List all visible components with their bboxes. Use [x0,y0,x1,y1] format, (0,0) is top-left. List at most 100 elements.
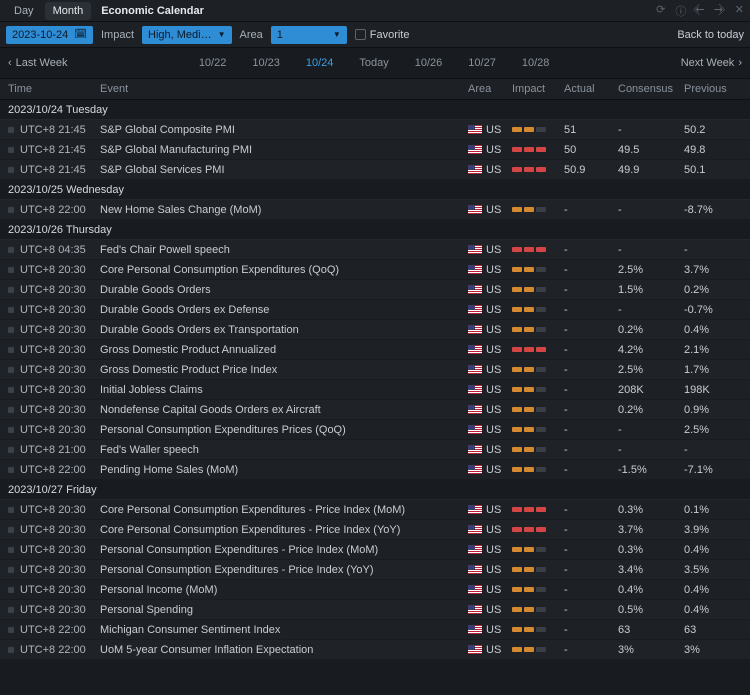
cell-time: UTC+8 20:30 [20,524,86,536]
cell-previous: 0.4% [684,584,742,596]
flag-us-icon [468,265,482,274]
table-row[interactable]: UTC+8 22:00Michigan Consumer Sentiment I… [0,620,750,640]
cell-time: UTC+8 21:45 [20,124,86,136]
cell-event: Core Personal Consumption Expenditures -… [100,524,468,536]
chevron-down-icon: ▼ [333,30,341,39]
row-marker-icon [8,547,14,553]
popout-icon[interactable]: ⇱ [692,2,710,20]
nav-date[interactable]: 10/28 [522,57,550,69]
row-marker-icon [8,647,14,653]
row-marker-icon [8,607,14,613]
row-marker-icon [8,587,14,593]
cell-event: Nondefense Capital Goods Orders ex Aircr… [100,404,468,416]
refresh-icon[interactable]: ⟳ [656,3,665,19]
tab-month[interactable]: Month [45,2,92,20]
row-marker-icon [8,167,14,173]
cell-actual: - [564,204,618,216]
cell-consensus: - [618,424,684,436]
flag-us-icon [468,345,482,354]
date-picker[interactable]: 2023-10-24 🗓 [6,26,93,44]
table-row[interactable]: UTC+8 20:30Personal Consumption Expendit… [0,560,750,580]
cell-area: US [486,364,501,376]
table-row[interactable]: UTC+8 20:30Core Personal Consumption Exp… [0,500,750,520]
table-row[interactable]: UTC+8 20:30Initial Jobless ClaimsUS-208K… [0,380,750,400]
table-row[interactable]: UTC+8 22:00New Home Sales Change (MoM)US… [0,200,750,220]
cell-area: US [486,584,501,596]
info-icon[interactable]: ⓘ [675,3,686,19]
flag-us-icon [468,245,482,254]
nav-date[interactable]: 10/24 [306,57,334,69]
cell-event: Michigan Consumer Sentiment Index [100,624,468,636]
flag-us-icon [468,305,482,314]
cell-consensus: - [618,204,684,216]
cell-actual: 50 [564,144,618,156]
cell-consensus: 2.5% [618,264,684,276]
cell-impact [512,307,564,312]
flag-us-icon [468,365,482,374]
nav-date[interactable]: 10/23 [252,57,280,69]
nav-date[interactable]: 10/27 [468,57,496,69]
table-row[interactable]: UTC+8 20:30Gross Domestic Product Price … [0,360,750,380]
last-week-button[interactable]: ‹ Last Week [8,57,67,69]
table-row[interactable]: UTC+8 20:30Durable Goods Orders ex Defen… [0,300,750,320]
table-row[interactable]: UTC+8 20:30Durable Goods Orders ex Trans… [0,320,750,340]
table-row[interactable]: UTC+8 21:45S&P Global Composite PMIUS51-… [0,120,750,140]
row-marker-icon [8,127,14,133]
cell-area: US [486,204,501,216]
next-week-button[interactable]: Next Week › [681,57,742,69]
cell-time: UTC+8 20:30 [20,424,86,436]
cell-impact [512,147,564,152]
favorite-toggle[interactable]: Favorite [355,29,410,41]
row-marker-icon [8,147,14,153]
cell-actual: - [564,644,618,656]
cell-event: Personal Consumption Expenditures Prices… [100,424,468,436]
nav-date[interactable]: 10/26 [415,57,443,69]
cell-actual: - [564,604,618,616]
cell-previous: 3% [684,644,742,656]
cell-time: UTC+8 22:00 [20,204,86,216]
cell-consensus: 63 [618,624,684,636]
table-row[interactable]: UTC+8 04:35Fed's Chair Powell speechUS--… [0,240,750,260]
table-row[interactable]: UTC+8 22:00Pending Home Sales (MoM)US--1… [0,460,750,480]
table-row[interactable]: UTC+8 20:30Nondefense Capital Goods Orde… [0,400,750,420]
cell-event: S&P Global Manufacturing PMI [100,144,468,156]
table-row[interactable]: UTC+8 20:30Personal Income (MoM)US-0.4%0… [0,580,750,600]
cell-event: Core Personal Consumption Expenditures (… [100,264,468,276]
table-row[interactable]: UTC+8 21:00Fed's Waller speechUS--- [0,440,750,460]
back-to-today-button[interactable]: Back to today [677,29,744,41]
table-row[interactable]: UTC+8 20:30Gross Domestic Product Annual… [0,340,750,360]
table-row[interactable]: UTC+8 21:45S&P Global Manufacturing PMIU… [0,140,750,160]
cell-area: US [486,404,501,416]
close-icon[interactable]: ✕ [735,3,744,19]
impact-select[interactable]: High, Medi… ▼ [142,26,232,44]
cell-area: US [486,544,501,556]
tab-day[interactable]: Day [6,2,42,20]
table-row[interactable]: UTC+8 20:30Personal Consumption Expendit… [0,540,750,560]
col-header-previous: Previous [684,83,742,95]
cell-time: UTC+8 20:30 [20,364,86,376]
flag-us-icon [468,125,482,134]
day-group-header: 2023/10/26 Thursday [0,220,750,240]
col-header-event: Event [100,83,468,95]
table-row[interactable]: UTC+8 20:30 Personal Consumption Expendit… [0,420,750,440]
cell-event: Personal Consumption Expenditures - Pric… [100,544,468,556]
table-row[interactable]: UTC+8 21:45S&P Global Services PMIUS50.9… [0,160,750,180]
table-row[interactable]: UTC+8 20:30Core Personal Consumption Exp… [0,260,750,280]
cell-impact [512,327,564,332]
cell-previous: 3.7% [684,264,742,276]
cell-consensus: 0.3% [618,504,684,516]
expand-icon[interactable]: ⇲ [711,2,729,20]
table-row[interactable]: UTC+8 20:30Durable Goods OrdersUS-1.5%0.… [0,280,750,300]
table-row[interactable]: UTC+8 22:00UoM 5-year Consumer Inflation… [0,640,750,660]
nav-date[interactable]: 10/22 [199,57,227,69]
cell-previous: 0.9% [684,404,742,416]
flag-us-icon [468,285,482,294]
nav-date[interactable]: Today [359,57,388,69]
cell-area: US [486,324,501,336]
cell-event: UoM 5-year Consumer Inflation Expectatio… [100,644,468,656]
table-row[interactable]: UTC+8 20:30 Core Personal Consumption Exp… [0,520,750,540]
area-select[interactable]: 1 ▼ [271,26,347,44]
cell-event: Durable Goods Orders [100,284,468,296]
table-row[interactable]: UTC+8 20:30Personal SpendingUS-0.5%0.4% [0,600,750,620]
cell-previous: 198K [684,384,742,396]
